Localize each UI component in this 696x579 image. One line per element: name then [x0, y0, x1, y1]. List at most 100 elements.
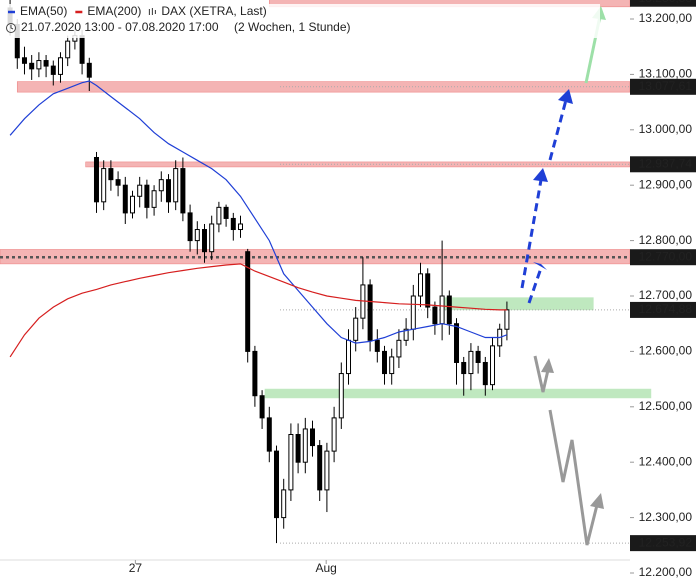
candle-body [201, 229, 207, 253]
arrow [527, 267, 543, 304]
candle-body [396, 339, 402, 358]
arrow-head [558, 89, 573, 104]
arrow-head [541, 358, 554, 373]
ema-line [9, 263, 507, 358]
legend-label: EMA(200) [87, 4, 141, 18]
subtitle: 21.07.2020 13:00 - 07.08.2020 17:00 [21, 20, 219, 34]
candle-body [374, 339, 380, 352]
candle-body [57, 57, 63, 75]
candle-body [331, 417, 337, 452]
legend-label: DAX (XETRA, Last) [161, 4, 266, 18]
candle-body [101, 168, 107, 203]
candle-body [310, 428, 315, 447]
candle-body [288, 434, 294, 491]
candle-body [338, 373, 344, 419]
candle-body [439, 295, 445, 325]
plot-area [0, 0, 652, 544]
candle-body [461, 361, 467, 375]
y-tick-label: 12.600,00 [639, 344, 693, 358]
candle-body [425, 273, 431, 308]
zone [85, 161, 631, 168]
candle-body [29, 62, 35, 70]
price-marker-box [630, 0, 696, 7]
candle-body [346, 339, 352, 375]
candle-body [79, 35, 85, 64]
header: 21.07.2020 13:00 - 07.08.2020 17:00 (2 W… [0, 4, 600, 38]
candle-body [173, 168, 179, 203]
arrow [533, 355, 550, 393]
y-tick-label: 13.100,00 [639, 67, 693, 81]
price-marker-label: 12.770,00 [639, 249, 693, 263]
candle-body [137, 184, 143, 197]
candle-body [252, 350, 258, 397]
candle-body [65, 40, 71, 59]
candle-body [21, 57, 27, 64]
candle-body [230, 217, 236, 231]
arrow-head [533, 168, 548, 182]
candle-body [302, 428, 308, 463]
arrow-head [590, 493, 604, 509]
candle-body [317, 445, 323, 491]
candle-body [151, 190, 157, 208]
candle-body [446, 295, 452, 325]
candle-body [194, 229, 200, 242]
candle-body [389, 356, 395, 375]
candle-body [266, 417, 272, 452]
price-marker-label: 13.077,61 [639, 79, 693, 93]
candle-body [86, 62, 92, 78]
candle-body [180, 168, 186, 214]
price-marker-box [630, 156, 696, 173]
x-tick-label: 27 [129, 561, 143, 575]
candle-body [273, 450, 279, 519]
price-marker-box [630, 535, 696, 552]
candle-body [245, 251, 251, 352]
candle-body [129, 195, 135, 214]
y-tick-label: 12.400,00 [639, 454, 693, 468]
candle-body [432, 306, 438, 325]
candle-body [158, 179, 164, 192]
candle-body [187, 212, 193, 242]
candle-body [504, 309, 510, 330]
candle-body [490, 345, 496, 386]
y-tick-label: 13.200,00 [639, 11, 693, 25]
candle-body [93, 157, 99, 203]
candle-body [144, 184, 150, 208]
legend-swatch [148, 8, 156, 15]
candle-body [259, 395, 265, 419]
candle-body [324, 450, 330, 491]
candle-body [475, 350, 481, 363]
price-marker-label: 12.674,88 [639, 302, 693, 316]
y-tick-label: 12.900,00 [639, 177, 693, 191]
candle-body [418, 273, 424, 297]
candle-body [43, 60, 49, 67]
y-tick-label: 13.000,00 [639, 122, 693, 136]
y-tick-label: 12.800,00 [639, 233, 693, 247]
x-tick-label: Aug [316, 561, 337, 575]
candle-body [367, 284, 373, 341]
clock-icon [6, 23, 16, 33]
y-tick-label: 12.200,00 [639, 565, 693, 579]
candle-body [281, 489, 287, 519]
candle-body [165, 179, 171, 203]
y-tick-label: 12.500,00 [639, 399, 693, 413]
price-marker-box [630, 78, 696, 95]
price-marker-label: 12.937,74 [639, 156, 693, 170]
arrow [520, 179, 543, 289]
candle-body [295, 434, 301, 463]
candle-body [50, 65, 56, 75]
y-tick-label: 12.700,00 [639, 288, 693, 302]
arrow-head [533, 262, 547, 270]
price-marker-box [630, 249, 696, 266]
arrow [548, 409, 599, 546]
candle-body [468, 350, 474, 375]
candle-body [410, 295, 416, 330]
price-marker-label: 13.236,58 [639, 0, 693, 5]
candle-body [115, 179, 121, 186]
candle-body [216, 206, 222, 225]
candle-body [223, 206, 229, 219]
candle-body [403, 328, 409, 341]
period: (2 Wochen, 1 Stunde) [234, 20, 351, 34]
